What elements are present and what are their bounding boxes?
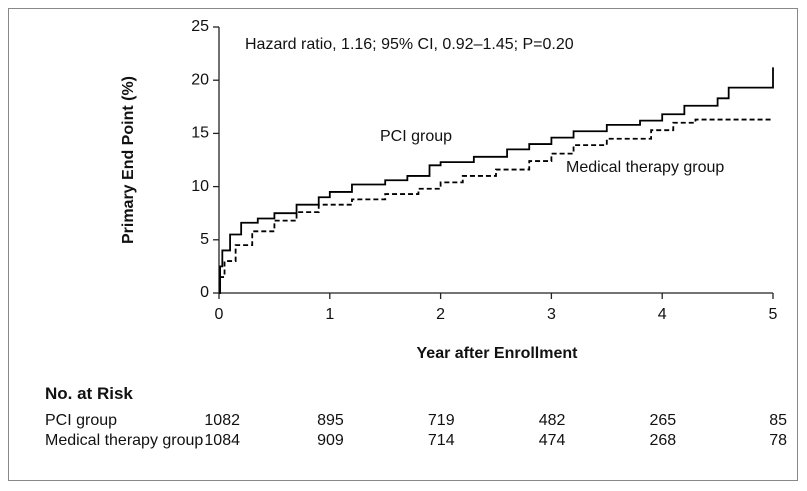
risk-value: 268 xyxy=(649,432,677,449)
km-curve xyxy=(219,67,774,294)
risk-value: 719 xyxy=(427,412,455,429)
risk-row-label: PCI group xyxy=(45,412,118,429)
risk-value: 482 xyxy=(538,412,566,429)
risk-title: No. at Risk xyxy=(45,384,133,403)
y-tick-label: 20 xyxy=(191,71,209,88)
annotation: Hazard ratio, 1.16; 95% CI, 0.92–1.45; P… xyxy=(245,36,574,53)
risk-value: 474 xyxy=(538,432,566,449)
x-axis-label: Year after Enrollment xyxy=(417,345,579,362)
y-tick-label: 10 xyxy=(191,178,209,195)
risk-row-label: Medical therapy group xyxy=(45,432,204,449)
risk-value: 909 xyxy=(317,432,344,449)
risk-value: 1084 xyxy=(204,432,240,449)
x-tick-label: 2 xyxy=(436,306,445,323)
risk-value: 895 xyxy=(317,412,344,429)
risk-value: 265 xyxy=(649,412,677,429)
x-tick-label: 0 xyxy=(215,306,224,323)
risk-value: 714 xyxy=(427,432,455,449)
series-label: PCI group xyxy=(380,128,452,145)
x-tick-label: 1 xyxy=(325,306,334,323)
x-tick-label: 4 xyxy=(658,306,667,323)
y-tick-label: 15 xyxy=(191,125,209,142)
risk-value: 1082 xyxy=(204,412,240,429)
y-tick-label: 25 xyxy=(191,18,209,35)
y-tick-label: 0 xyxy=(200,284,209,301)
frame xyxy=(8,8,798,481)
series-label: Medical therapy group xyxy=(566,159,724,176)
risk-value: 78 xyxy=(769,432,787,449)
risk-value: 85 xyxy=(769,412,787,429)
km-curve xyxy=(219,118,773,294)
x-tick-label: 3 xyxy=(547,306,556,323)
x-tick-label: 5 xyxy=(769,306,778,323)
y-axis-label: Primary End Point (%) xyxy=(120,76,137,244)
y-tick-label: 5 xyxy=(200,231,209,248)
